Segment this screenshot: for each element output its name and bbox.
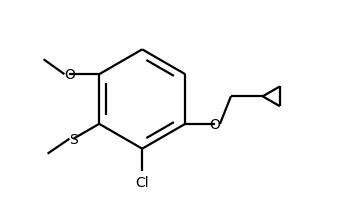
Text: Cl: Cl <box>135 175 149 188</box>
Text: O: O <box>64 68 75 82</box>
Text: O: O <box>210 117 220 131</box>
Text: S: S <box>69 132 78 146</box>
